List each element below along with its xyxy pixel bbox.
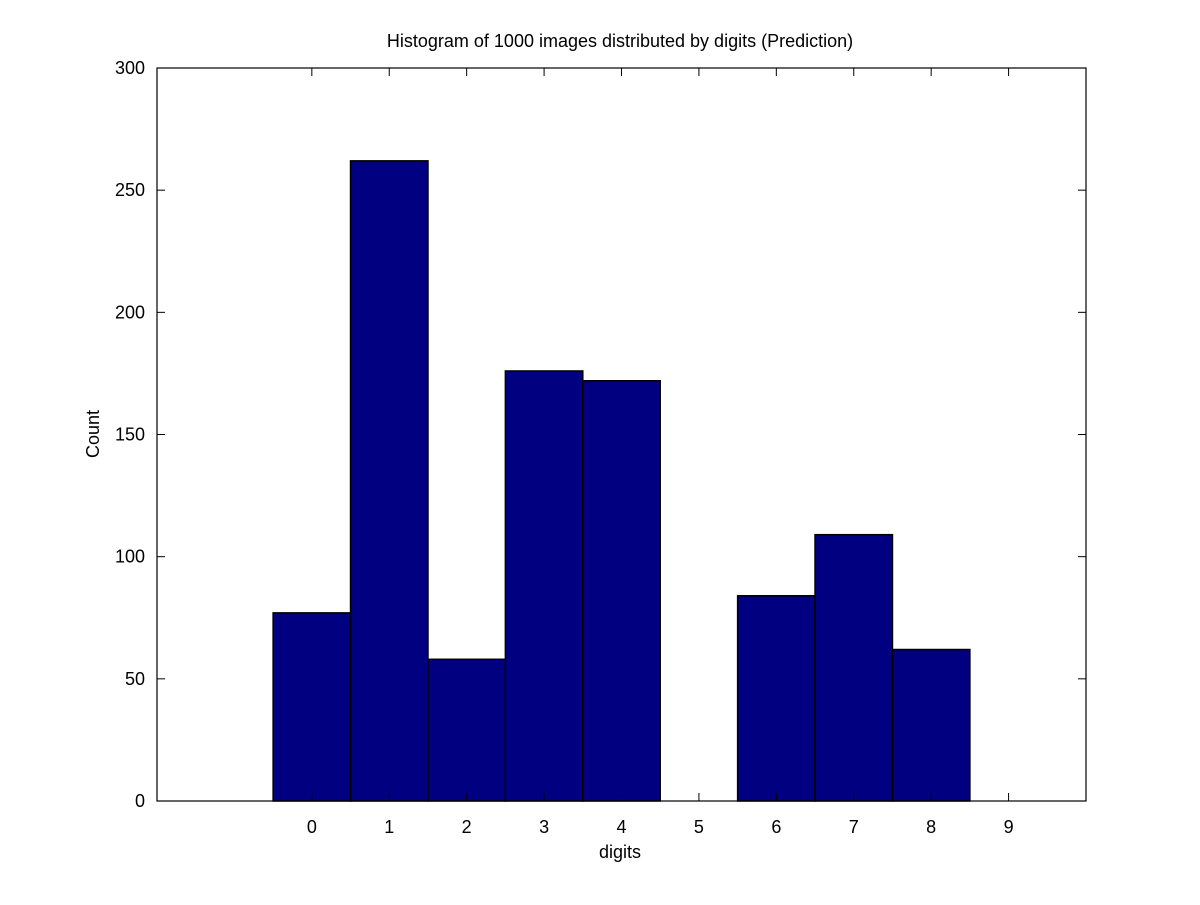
x-tick-label-1: 1 <box>384 817 394 837</box>
x-tick-label-8: 8 <box>926 817 936 837</box>
bar-0 <box>272 612 352 802</box>
x-tick-label-2: 2 <box>462 817 472 837</box>
x-tick-label-3: 3 <box>539 817 549 837</box>
plot-frame <box>156 67 1087 802</box>
bar-8 <box>891 648 971 802</box>
y-tick-label-100: 100 <box>115 547 145 567</box>
y-axis-label: Count <box>83 410 103 458</box>
y-tick-label-250: 250 <box>115 180 145 200</box>
y-tick-label-50: 50 <box>125 669 145 689</box>
y-tick-label-200: 200 <box>115 302 145 322</box>
x-tick-label-6: 6 <box>771 817 781 837</box>
x-tick-label-9: 9 <box>1004 817 1014 837</box>
chart-title: Histogram of 1000 images distributed by … <box>387 31 853 51</box>
x-tick-label-0: 0 <box>307 817 317 837</box>
y-tick-label-0: 0 <box>135 791 145 811</box>
x-axis-label: digits <box>599 842 641 862</box>
y-tick-label-300: 300 <box>115 58 145 78</box>
bar-1 <box>349 160 429 802</box>
x-tick-label-4: 4 <box>616 817 626 837</box>
bars-layer <box>272 160 971 802</box>
x-tick-label-5: 5 <box>694 817 704 837</box>
bar-2 <box>427 658 507 802</box>
ticks-layer: 0 1 2 3 4 5 6 7 8 9 0 50 100 150 200 250 300 <box>115 58 1086 837</box>
y-tick-label-150: 150 <box>115 425 145 445</box>
bar-4 <box>582 379 661 802</box>
bar-3 <box>504 370 584 802</box>
bar-7 <box>814 533 894 802</box>
bar-6 <box>736 595 816 802</box>
x-tick-label-7: 7 <box>849 817 859 837</box>
